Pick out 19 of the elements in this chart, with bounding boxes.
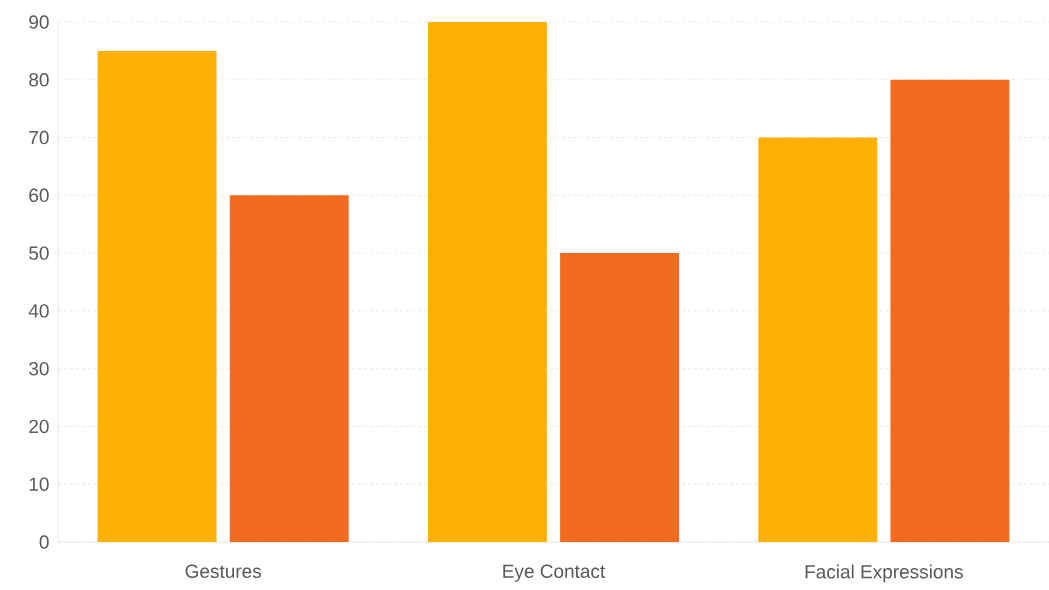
bar [229,195,349,542]
bar [758,137,878,542]
y-tick-label: 0 [39,535,49,549]
x-tick-label: Facial Expressions [805,564,963,583]
y-tick-label: 70 [29,130,49,145]
y-tick-label: 10 [29,477,49,491]
x-tick-label: Eye Contact [503,564,606,582]
y-tick-label: 50 [29,246,49,260]
y-tick-label: 80 [29,73,49,87]
y-tick-label: 20 [29,419,49,434]
x-tick-label: Gestures [185,564,262,578]
bar [97,50,217,542]
bar [427,22,547,542]
y-tick-label: 60 [29,188,49,203]
y-tick-label: 30 [29,361,49,376]
y-tick-label: 90 [29,15,49,29]
bar [560,253,680,542]
y-tick-label: 40 [28,304,49,318]
bar [890,79,1010,542]
